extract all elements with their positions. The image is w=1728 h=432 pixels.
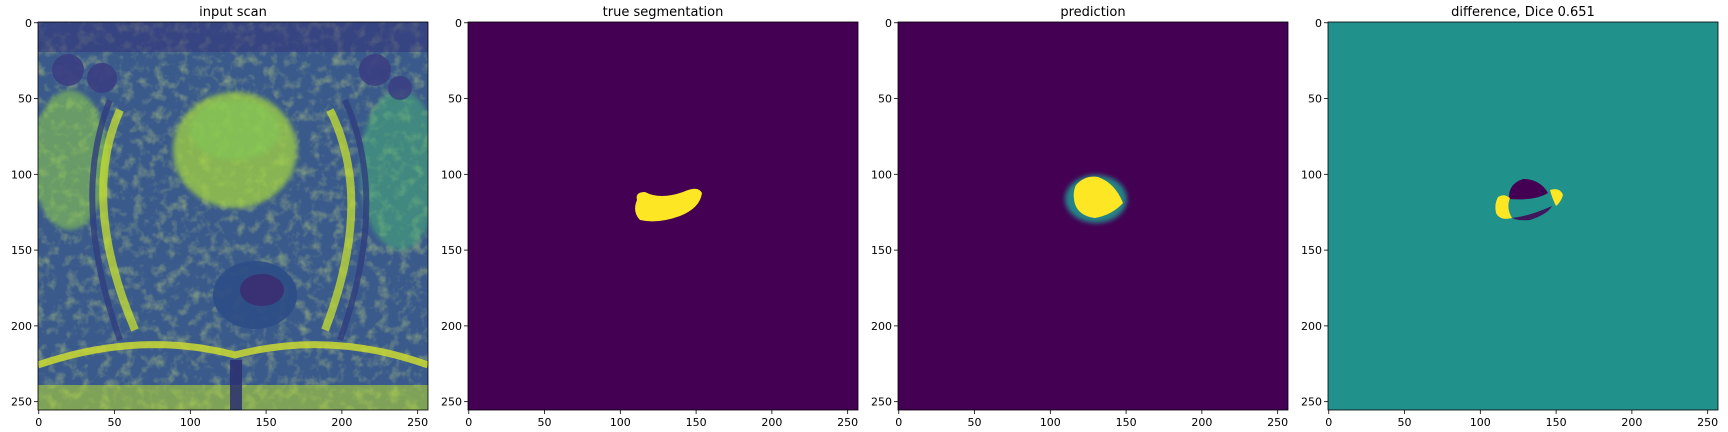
- x-tick-label: 0: [465, 416, 472, 429]
- x-tick-label: 150: [686, 416, 707, 429]
- prediction-image: [898, 22, 1288, 410]
- y-tick-label: 150: [871, 244, 892, 257]
- y-tick-label: 0: [455, 17, 462, 30]
- x-tick-label: 0: [895, 416, 902, 429]
- y-tick-label: 150: [1301, 244, 1322, 257]
- y-tick-label: 250: [11, 396, 32, 409]
- y-tick-label: 250: [1301, 396, 1322, 409]
- x-axis-input-scan: 0 50 100 150 200 250: [35, 410, 428, 429]
- y-tick-label: 100: [441, 168, 462, 181]
- y-tick-label: 200: [1301, 320, 1322, 333]
- x-tick-label: 200: [1191, 416, 1212, 429]
- x-tick-label: 200: [331, 416, 352, 429]
- x-tick-label: 150: [1546, 416, 1567, 429]
- prediction-mask: [1073, 176, 1123, 218]
- y-tick-label: 50: [448, 93, 462, 106]
- y-tick-label: 200: [441, 320, 462, 333]
- y-axis-true-segmentation: 0 50 100 150 200 250: [441, 17, 468, 409]
- x-tick-label: 150: [1116, 416, 1137, 429]
- x-tick-label: 0: [1325, 416, 1332, 429]
- x-tick-label: 50: [1398, 416, 1412, 429]
- y-tick-label: 200: [871, 320, 892, 333]
- x-tick-label: 150: [256, 416, 277, 429]
- x-tick-label: 250: [837, 416, 858, 429]
- panel-difference: difference, Dice 0.651 0 50 100 150 200 250 0…: [1301, 5, 1719, 429]
- x-tick-label: 50: [968, 416, 982, 429]
- x-tick-label: 250: [1267, 416, 1288, 429]
- difference-false-negative-right: [1550, 189, 1563, 206]
- x-tick-label: 100: [1040, 416, 1061, 429]
- y-tick-label: 50: [18, 93, 32, 106]
- difference-false-positive: [1508, 179, 1548, 200]
- y-tick-label: 50: [1308, 93, 1322, 106]
- y-axis-input-scan: 0 50 100 150 200 250: [11, 17, 38, 409]
- panel-title-difference: difference, Dice 0.651: [1451, 5, 1595, 20]
- y-tick-label: 0: [25, 17, 32, 30]
- y-tick-label: 250: [441, 396, 462, 409]
- y-tick-label: 150: [11, 244, 32, 257]
- y-tick-label: 100: [1301, 168, 1322, 181]
- y-axis-difference: 0 50 100 150 200 250: [1301, 17, 1328, 409]
- y-tick-label: 0: [1315, 17, 1322, 30]
- difference-image: [1328, 22, 1718, 410]
- true-segmentation-mask: [635, 188, 702, 222]
- y-tick-label: 0: [885, 17, 892, 30]
- y-tick-label: 100: [11, 168, 32, 181]
- x-tick-label: 0: [35, 416, 42, 429]
- x-axis-prediction: 0 50 100 150 200 250: [895, 410, 1288, 429]
- x-axis-true-segmentation: 0 50 100 150 200 250: [465, 410, 858, 429]
- x-tick-label: 50: [538, 416, 552, 429]
- y-axis-prediction: 0 50 100 150 200 250: [871, 17, 898, 409]
- x-tick-label: 250: [407, 416, 428, 429]
- y-tick-label: 150: [441, 244, 462, 257]
- axes-frame-true-segmentation: [467, 21, 859, 411]
- y-tick-label: 250: [871, 396, 892, 409]
- y-tick-label: 50: [878, 93, 892, 106]
- axes-frame-prediction: [897, 21, 1289, 411]
- x-tick-label: 200: [1621, 416, 1642, 429]
- y-tick-label: 100: [871, 168, 892, 181]
- axes-frame-difference: [1327, 21, 1719, 411]
- x-tick-label: 100: [180, 416, 201, 429]
- axes-frame-input-scan: [37, 21, 429, 411]
- panel-input-scan: input scan: [11, 5, 429, 429]
- mri-scan-image: [38, 22, 428, 410]
- x-tick-label: 100: [610, 416, 631, 429]
- panel-title-true-segmentation: true segmentation: [603, 5, 724, 20]
- panel-title-input-scan: input scan: [199, 5, 267, 20]
- panel-true-segmentation: true segmentation 0 50 100 150 200 250 0 50 100…: [441, 5, 859, 429]
- panel-title-prediction: prediction: [1060, 5, 1125, 20]
- x-tick-label: 100: [1470, 416, 1491, 429]
- x-tick-label: 50: [108, 416, 122, 429]
- x-tick-label: 250: [1697, 416, 1718, 429]
- y-tick-label: 200: [11, 320, 32, 333]
- x-tick-label: 200: [761, 416, 782, 429]
- difference-false-positive-rim: [1512, 206, 1552, 221]
- true-segmentation-image: [468, 22, 858, 410]
- x-axis-difference: 0 50 100 150 200 250: [1325, 410, 1718, 429]
- difference-false-negative-left: [1495, 195, 1512, 219]
- panel-prediction: prediction 0 50 100 150 200 250 0 50 100 150 200 2…: [871, 5, 1289, 429]
